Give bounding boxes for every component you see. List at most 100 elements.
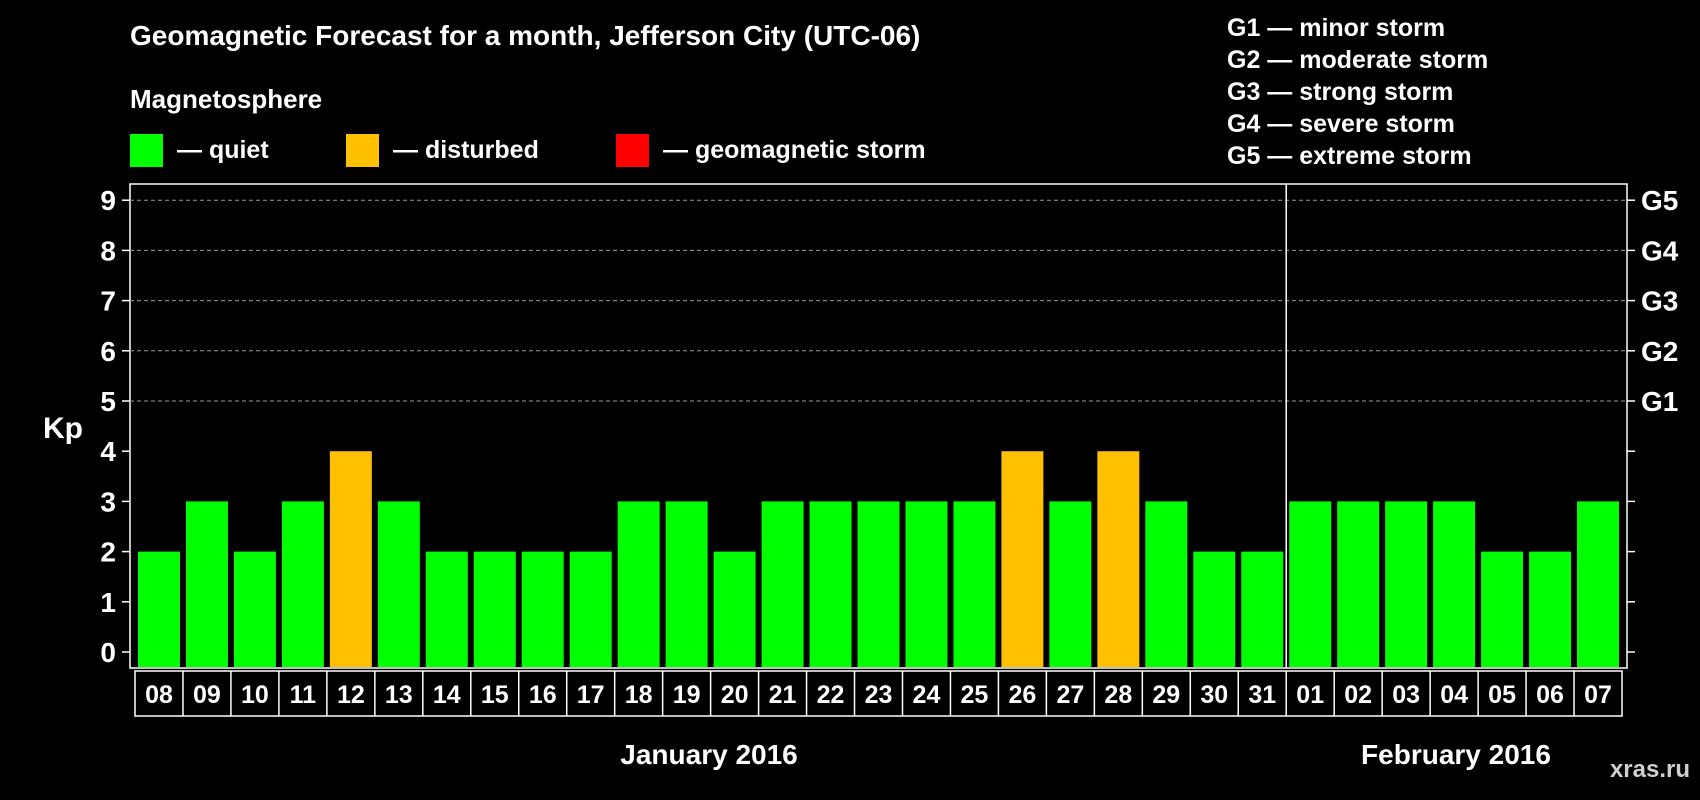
- watermark: xras.ru: [1609, 756, 1690, 783]
- x-tick-label: 02: [1344, 681, 1372, 709]
- x-tick-label: 01: [1296, 681, 1324, 709]
- legend-item-disturbed: — disturbed: [346, 134, 539, 167]
- bar-20: [713, 551, 756, 667]
- bar-21: [761, 501, 804, 667]
- x-tick-label: 13: [385, 681, 413, 709]
- x-tick-label: 14: [433, 681, 461, 709]
- date-label-strip: [134, 670, 1623, 717]
- x-tick-label: 21: [769, 681, 797, 709]
- bar-17: [569, 551, 612, 667]
- bar-31: [1241, 551, 1284, 667]
- legend-label-disturbed: — disturbed: [393, 136, 539, 164]
- y-tick-label: 6: [100, 336, 116, 367]
- y-tick-label: 4: [100, 436, 116, 467]
- g-scale-label: G3: [1641, 286, 1678, 317]
- x-tick-label: 19: [673, 681, 701, 709]
- y-axis-label: Kp: [43, 412, 83, 445]
- x-tick-label: 08: [145, 681, 173, 709]
- x-tick-label: 15: [481, 681, 509, 709]
- storm-scale-g4: G4 — severe storm: [1227, 110, 1455, 138]
- x-tick-label: 05: [1488, 681, 1516, 709]
- g-scale-label: G2: [1641, 336, 1678, 367]
- y-tick-label: 5: [100, 386, 116, 417]
- legend-swatch-disturbed: [346, 134, 379, 167]
- x-tick-label: 18: [625, 681, 653, 709]
- bar-18: [617, 501, 660, 667]
- x-tick-label: 26: [1008, 681, 1036, 709]
- month-label: February 2016: [1361, 739, 1551, 770]
- legend-label-storm: — geomagnetic storm: [663, 136, 926, 164]
- magnetosphere-label: Magnetosphere: [130, 84, 323, 114]
- x-tick-label: 06: [1536, 681, 1564, 709]
- storm-scale-g5: G5 — extreme storm: [1227, 142, 1472, 170]
- y-tick-label: 7: [100, 286, 116, 317]
- x-tick-label: 22: [817, 681, 845, 709]
- x-tick-label: 11: [290, 681, 317, 709]
- bar-16: [521, 551, 564, 667]
- bar-06: [1529, 551, 1572, 667]
- bar-27: [1049, 501, 1092, 667]
- y-tick-label: 8: [100, 235, 116, 266]
- bar-24: [905, 501, 948, 667]
- storm-scale-g2: G2 — moderate storm: [1227, 46, 1489, 74]
- bar-07: [1577, 501, 1619, 667]
- bar-08: [138, 551, 180, 667]
- storm-scale-g1: G1 — minor storm: [1227, 14, 1446, 42]
- x-tick-label: 20: [721, 681, 749, 709]
- y-tick-label: 3: [100, 486, 116, 517]
- g-scale-label: G4: [1641, 235, 1679, 266]
- y-tick-label: 2: [100, 537, 116, 568]
- bar-11: [281, 501, 324, 667]
- x-tick-label: 07: [1584, 681, 1612, 709]
- bar-26: [1001, 451, 1044, 667]
- x-tick-label: 25: [961, 681, 989, 709]
- bar-09: [185, 501, 228, 667]
- x-tick-label: 29: [1152, 681, 1180, 709]
- bar-19: [665, 501, 708, 667]
- bar-25: [953, 501, 996, 667]
- bar-14: [425, 551, 468, 667]
- plot-frame: [129, 183, 1628, 669]
- x-tick-label: 09: [193, 681, 221, 709]
- bar-04: [1433, 501, 1476, 667]
- bar-05: [1481, 551, 1524, 667]
- g-scale-label: G1: [1641, 386, 1678, 417]
- legend-item-storm: — geomagnetic storm: [616, 134, 926, 167]
- y-tick-label: 0: [100, 637, 116, 668]
- month-label: January 2016: [620, 739, 797, 770]
- legend-label-quiet: — quiet: [177, 136, 269, 164]
- legend-item-quiet: — quiet: [130, 134, 269, 167]
- bar-10: [233, 551, 276, 667]
- x-tick-label: 16: [529, 681, 557, 709]
- x-tick-label: 12: [337, 681, 365, 709]
- bar-12: [329, 451, 372, 667]
- bar-29: [1145, 501, 1188, 667]
- storm-scale-list: G1 — minor storm G2 — moderate storm G3 …: [1227, 12, 1488, 172]
- g-scale-label: G5: [1641, 185, 1678, 216]
- legend-swatch-storm: [616, 134, 649, 167]
- chart-title: Geomagnetic Forecast for a month, Jeffer…: [130, 20, 921, 51]
- y-tick-label: 9: [100, 185, 116, 216]
- x-tick-label: 04: [1440, 681, 1468, 709]
- bar-15: [473, 551, 516, 667]
- bar-01: [1289, 501, 1332, 667]
- y-tick-label: 1: [100, 587, 116, 618]
- bar-13: [377, 501, 420, 667]
- x-tick-label: 27: [1056, 681, 1084, 709]
- bar-03: [1385, 501, 1428, 667]
- x-tick-label: 03: [1392, 681, 1420, 709]
- storm-scale-g3: G3 — strong storm: [1227, 78, 1454, 106]
- x-tick-label: 10: [241, 681, 269, 709]
- bar-23: [857, 501, 900, 667]
- bar-30: [1193, 551, 1236, 667]
- x-tick-label: 28: [1104, 681, 1132, 709]
- bar-28: [1097, 451, 1140, 667]
- bar-22: [809, 501, 852, 667]
- x-tick-label: 31: [1248, 681, 1276, 709]
- x-tick-label: 23: [865, 681, 893, 709]
- x-tick-label: 24: [913, 681, 941, 709]
- legend-swatch-quiet: [130, 134, 163, 167]
- bar-02: [1337, 501, 1380, 667]
- x-tick-label: 30: [1200, 681, 1228, 709]
